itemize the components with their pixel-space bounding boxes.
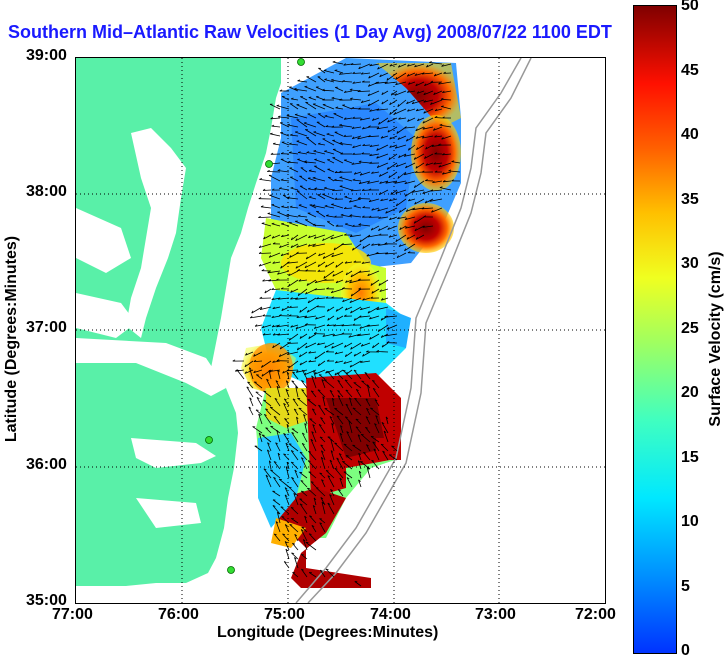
x-axis-label: Longitude (Degrees:Minutes) [217,624,438,642]
velocity-vector-head [277,105,280,106]
colorbar-tick-label: 5 [681,578,690,596]
colorbar-label: Surface Velocity (cm/s) [707,189,724,489]
colorbar-tick-label: 0 [681,642,690,660]
velocity-vector [435,118,442,119]
lon-tick-label: 73:00 [475,606,516,624]
velocity-vector-head [279,479,282,480]
lon-tick-label: 74:00 [370,606,411,624]
colorbar-tick-label: 45 [681,62,699,80]
velocity-vector-head [270,470,273,471]
colorbar-tick-label: 10 [681,513,699,531]
map-title: Southern Mid–Atlantic Raw Velocities (1 … [8,22,612,43]
velocity-vector-head [270,133,273,134]
velocity-vector-head [299,408,302,409]
velocity-vector [272,126,280,127]
lat-tick-label: 37:00 [26,319,67,337]
lon-tick-label: 77:00 [52,606,93,624]
map-panel [75,57,606,604]
velocity-vector-head [301,554,304,555]
lon-tick-label: 75:00 [264,606,305,624]
velocity-vector-head [324,380,327,381]
velocity-vector [267,172,280,173]
lon-tick-label: 72:00 [575,606,616,624]
velocity-vector-head [344,444,347,445]
velocity-vector-head [298,398,301,399]
velocity-vector [258,217,271,218]
colorbar-tick-label: 40 [681,126,699,144]
velocity-vector-head [314,159,317,160]
lat-tick-label: 38:00 [26,183,67,201]
velocity-vector-head [301,491,304,492]
velocity-vector-head [304,123,307,124]
velocity-vector-head [333,61,336,62]
velocity-vector-head [256,410,259,411]
velocity-vector-head [264,391,267,392]
velocity-vector-head [340,186,343,187]
lon-tick-label: 76:00 [158,606,199,624]
velocity-vector [257,397,262,406]
velocity-vector-head [331,204,334,205]
velocity-vector-head [370,408,373,409]
velocity-vector [256,392,262,397]
velocity-vector [247,387,253,397]
velocity-vector [292,543,298,550]
velocity-vector-head [309,97,312,98]
velocity-vector [377,352,389,353]
velocity-vector-head [262,223,265,224]
radar-station-marker [266,161,273,168]
velocity-vector [270,134,280,136]
velocity-vector-head [342,461,345,462]
colorbar-tick-label: 25 [681,320,699,338]
velocity-vector-head [300,499,303,500]
velocity-vector-head [328,437,331,438]
velocity-vector-head [270,407,273,408]
colorbar [633,5,677,654]
velocity-vector-head [268,213,271,214]
radar-station-marker [298,59,305,66]
colorbar-tick-label: 35 [681,191,699,209]
y-axis-label: Latitude (Degrees:Minutes) [3,199,21,479]
velocity-vector-head [260,179,262,180]
velocity-vector [358,199,370,200]
velocity-vector [292,381,298,388]
velocity-vector [260,179,272,181]
velocity-field [241,58,461,588]
velocity-vector [259,253,271,254]
colorbar-tick-label: 15 [681,449,699,467]
radar-station-marker [228,567,235,574]
velocity-vector-head [335,70,338,71]
velocity-vector-head [273,143,275,144]
lat-tick-label: 36:00 [26,456,67,474]
velocity-map [76,58,605,603]
colorbar-tick-label: 30 [681,255,699,273]
velocity-vector [252,307,262,313]
velocity-vector-head [293,572,296,573]
velocity-vector [273,144,280,145]
velocity-vector-head [308,178,311,179]
velocity-vector-head [362,381,365,382]
velocity-vector [261,207,271,208]
lat-tick-label: 39:00 [26,47,67,65]
velocity-vector-head [299,205,302,206]
colorbar-tick-label: 20 [681,384,699,402]
colorbar-tick-label: 50 [681,0,699,15]
land [76,58,281,586]
velocity-vector-head [309,472,312,473]
velocity-vector-head [335,408,338,409]
radar-station-marker [206,437,213,444]
